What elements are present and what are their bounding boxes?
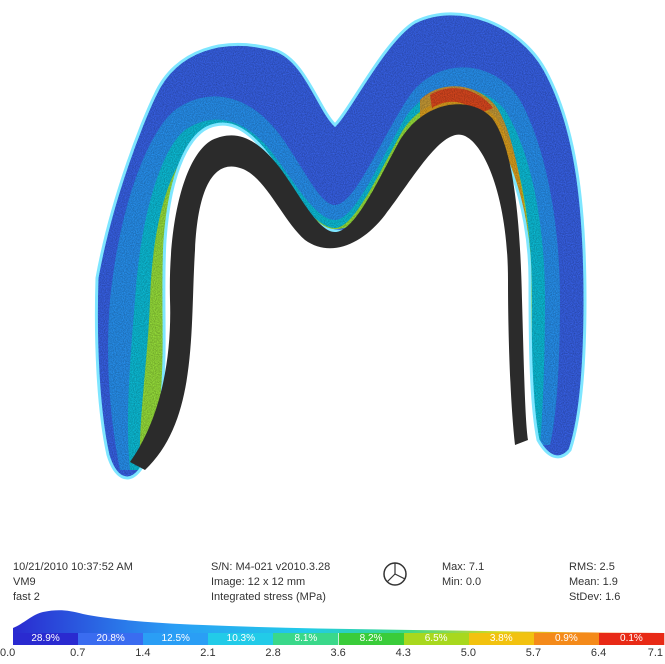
mean-value: Mean: 1.9: [569, 576, 618, 588]
scale-tick-label: 5.0: [460, 647, 476, 659]
rms-value: RMS: 2.5: [569, 561, 615, 573]
material-label: VM9: [13, 576, 36, 588]
mode-label: fast 2: [13, 591, 40, 603]
max-value: Max: 7.1: [442, 561, 485, 573]
scale-tick-label: 2.1: [200, 647, 216, 659]
pie-chart-icon[interactable]: [381, 560, 409, 588]
scale-segment: 28.9%: [13, 633, 80, 645]
scale-segment: 6.5%: [403, 633, 470, 645]
scale-tick-label: 4.3: [395, 647, 411, 659]
scale-tick-label: 6.4: [590, 647, 607, 659]
scale-tick-label: 5.7: [525, 647, 542, 659]
scale-tick-label: 7.1: [647, 647, 663, 659]
quantity-label: Integrated stress (MPa): [211, 591, 326, 603]
scale-segment: 8.2%: [338, 633, 405, 645]
core-structure: [130, 104, 528, 471]
stdev-value: StDev: 1.6: [569, 591, 621, 603]
timestamp: 10/21/2010 10:37:52 AM: [13, 561, 133, 573]
scale-segment: 0.1%: [598, 633, 665, 645]
histogram-plot: [13, 610, 664, 634]
scale-tick-label: 2.8: [265, 647, 281, 659]
stress-map-image: [94, 12, 587, 480]
scale-segment: 3.8%: [468, 633, 535, 645]
scale-segment: 12.5%: [143, 633, 210, 645]
scale-tick-label: 1.4: [135, 647, 151, 659]
scale-tick-label: 0.0: [0, 647, 16, 659]
scale-segment: 20.8%: [78, 633, 145, 645]
image-size: Image: 12 x 12 mm: [211, 576, 306, 588]
serial-number: S/N: M4-021 v2010.3.28: [211, 561, 331, 573]
scale-segment: 0.9%: [533, 633, 600, 645]
scale-tick-label: 3.6: [330, 647, 346, 659]
min-value: Min: 0.0: [442, 576, 482, 588]
scale-segment: 8.1%: [273, 633, 340, 645]
scale-segment: 10.3%: [208, 633, 275, 645]
scale-tick-label: 0.7: [70, 647, 86, 659]
